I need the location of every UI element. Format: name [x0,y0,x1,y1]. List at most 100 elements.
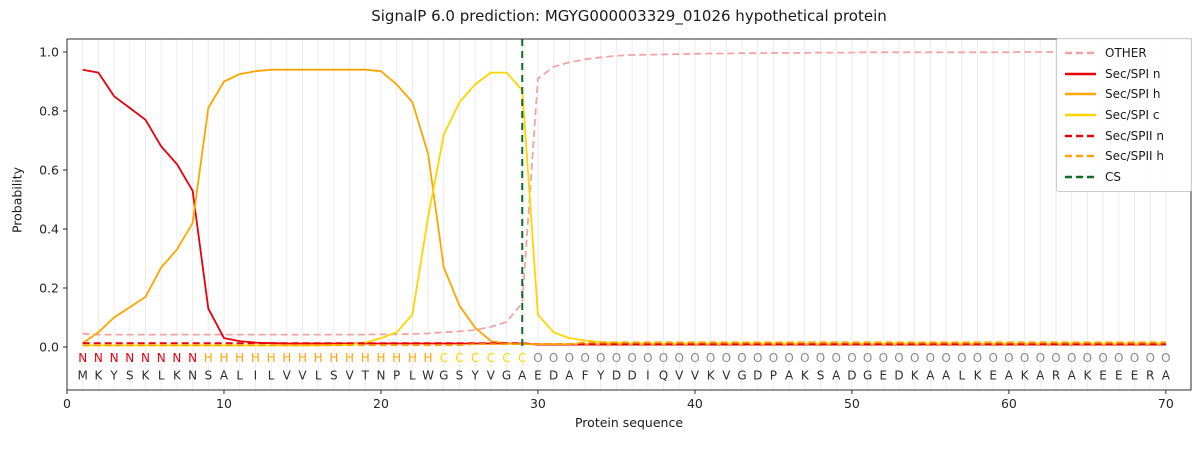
region-letter: O [769,351,778,365]
legend-entry-sec-spi-n: Sec/SPI n [1057,67,1191,81]
region-letter: O [549,351,558,365]
x-ticks: 0 10 20 30 40 50 60 70 [63,390,1174,411]
sequence-letter: V [691,369,700,383]
legend-entry-label: Sec/SPI h [1105,87,1161,102]
region-letter: O [1051,351,1060,365]
sequence-letter: R [1146,369,1154,383]
x-tick-label: 10 [216,396,232,411]
legend-line-sample [1065,175,1096,178]
sequence-letter: D [612,369,621,383]
legend-entry-sec-spi-c: Sec/SPI c [1057,108,1191,122]
region-letter: H [282,351,291,365]
sequence-letter: K [1083,369,1092,383]
legend-entry-label: CS [1105,169,1121,184]
region-letter: N [94,351,103,365]
region-letter: H [408,351,417,365]
sequence-letter: P [770,369,777,383]
region-letter: O [863,351,872,365]
region-letter: O [800,351,809,365]
sequence-letter: F [582,369,589,383]
sequence-letter: L [158,369,165,383]
region-letter: H [392,351,401,365]
legend-line-sample [1065,52,1096,55]
sequence-letter: E [880,369,888,383]
sequence-letter: E [1115,369,1123,383]
region-letter: O [1083,351,1092,365]
sequence-letter: L [409,369,416,383]
sequence-letter: S [330,369,338,383]
x-tick-label: 30 [530,396,546,411]
region-letter: O [879,351,888,365]
region-letter: H [219,351,228,365]
region-letter: H [235,351,244,365]
region-letter: O [706,351,715,365]
series-line-other [82,51,1166,336]
sequence-letter: A [832,369,841,383]
legend-entry-label: Sec/SPI n [1105,66,1161,81]
legend-line-sample [1065,93,1096,96]
region-letter: N [110,351,119,365]
sequence-letter: R [1052,369,1060,383]
sequence-letter: L [268,369,275,383]
region-letter: O [753,351,762,365]
region-letter: O [659,351,668,365]
region-letter: O [973,351,982,365]
region-letter: O [643,351,652,365]
legend-entry-label: Sec/SPII h [1105,149,1164,164]
region-letter: O [565,351,574,365]
legend-line-sample [1065,154,1096,158]
sequence-letter: K [974,369,983,383]
sequence-letter: M [78,369,88,383]
x-tick-label: 40 [687,396,703,411]
y-tick-label: 0.0 [39,339,59,354]
sequence-letter: K [707,369,716,383]
region-letter: O [1020,351,1029,365]
region-letter: O [988,351,997,365]
legend: OTHER Sec/SPI n Sec/SPI h Sec/SPI c Sec/SPII… [1056,38,1192,192]
sequence-letter: A [1005,369,1014,383]
sequence-letter: D [549,369,558,383]
sequence-letter: E [1099,369,1107,383]
region-letter: O [1036,351,1045,365]
region-letter: O [1114,351,1123,365]
sequence-letter: V [675,369,684,383]
sequence-letter: V [283,369,292,383]
sequence-letter: K [911,369,920,383]
region-letter: O [1004,351,1013,365]
sequence-letter: D [628,369,637,383]
sequence-letter: L [236,369,243,383]
sequence-letter: A [565,369,574,383]
region-letter: O [926,351,935,365]
region-letter: C [487,351,495,365]
sequence-letter: P [393,369,400,383]
region-letter: O [847,351,856,365]
region-letter: O [957,351,966,365]
x-tick-label: 60 [1001,396,1017,411]
sequence-letter: L [315,369,322,383]
sequence-letter: A [220,369,229,383]
region-letter: O [596,351,605,365]
region-letter: N [78,351,87,365]
region-letter: O [831,351,840,365]
region-letter: C [471,351,479,365]
region-letter: N [188,351,197,365]
series-line-sec-spi-h [82,68,1166,346]
sequence-letter: G [439,369,448,383]
region-letter: O [1161,351,1170,365]
x-tick-label: 20 [373,396,389,411]
series-line-sec-spii-h [82,341,1166,347]
y-tick-label: 1.0 [39,44,59,59]
sequence-letter: E [989,369,997,383]
gridlines [82,39,1167,390]
region-letter: H [204,351,213,365]
sequence-letter: S [456,369,464,383]
region-letter: N [157,351,166,365]
sequence-letter: A [1162,369,1171,383]
legend-entry-label: Sec/SPII n [1105,128,1164,143]
sequence-letter: A [518,369,527,383]
region-letter: C [502,351,510,365]
region-letter: O [612,351,621,365]
sequence-letter: N [188,369,197,383]
